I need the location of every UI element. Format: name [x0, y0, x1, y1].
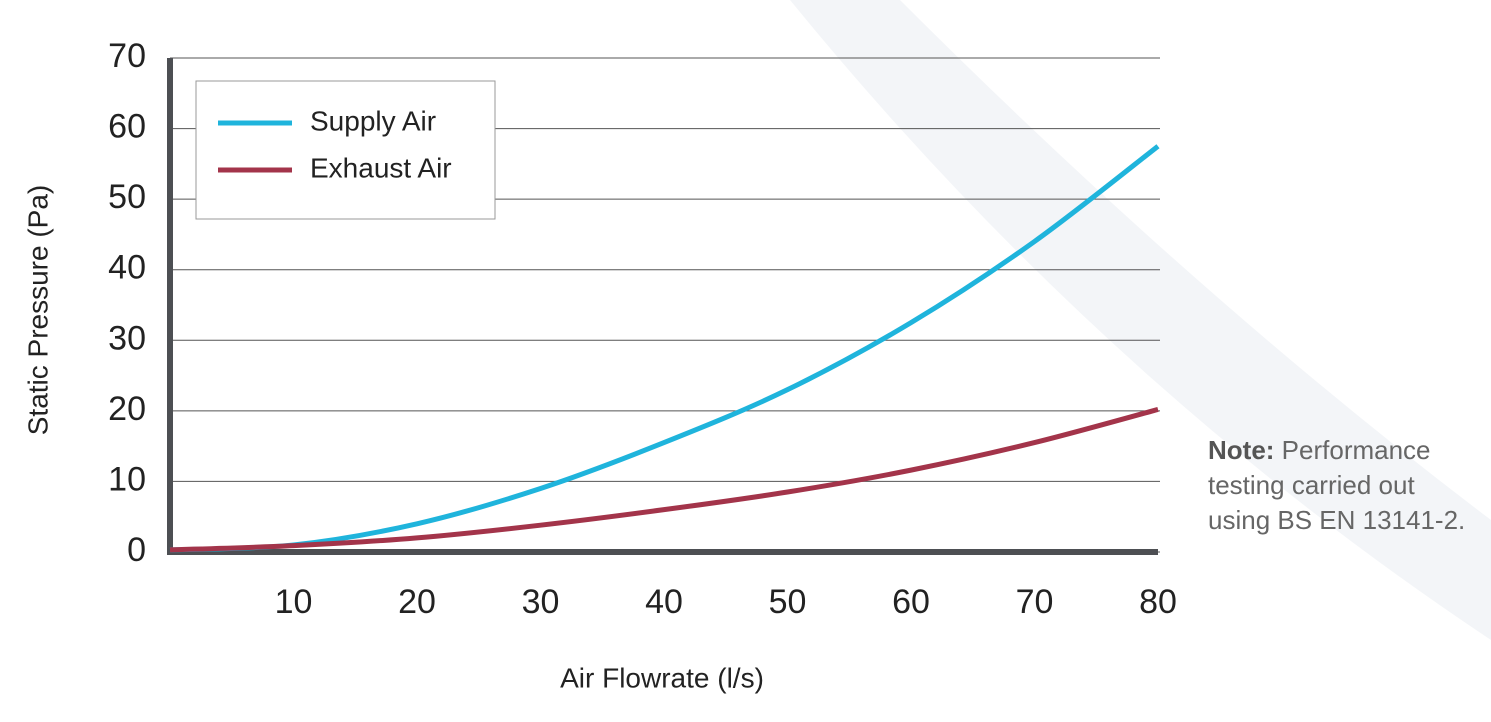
y-axis-title: Static Pressure (Pa) [22, 185, 53, 436]
legend-box [195, 80, 496, 220]
background-arc [790, 0, 1491, 640]
y-tick-label: 0 [127, 531, 146, 569]
x-tick-label: 40 [645, 583, 683, 621]
x-tick-label: 80 [1139, 583, 1177, 621]
x-tick-label: 10 [275, 583, 313, 621]
note: Note: Performance testing carried out us… [1208, 433, 1478, 538]
y-tick-label: 20 [108, 390, 146, 428]
series-line [169, 407, 1159, 553]
x-tick-label: 20 [398, 583, 436, 621]
note-label: Note: [1208, 435, 1275, 465]
note-text: Performance testing carried out using BS… [1208, 435, 1466, 535]
legend-label: Supply Air [310, 105, 436, 136]
series-line [169, 144, 1160, 553]
x-tick-label: 60 [892, 583, 930, 621]
y-tick-label: 50 [108, 178, 146, 216]
x-tick-label: 50 [769, 583, 807, 621]
y-tick-label: 60 [108, 108, 146, 146]
y-tick-label: 10 [108, 460, 146, 498]
x-tick-label: 30 [522, 583, 560, 621]
x-tick-label: 70 [1016, 583, 1054, 621]
x-axis-title: Air Flowrate (l/s) [560, 662, 764, 693]
y-tick-label: 30 [108, 319, 146, 357]
y-tick-label: 70 [108, 37, 146, 75]
y-tick-label: 40 [108, 249, 146, 287]
legend-label: Exhaust Air [310, 152, 452, 183]
